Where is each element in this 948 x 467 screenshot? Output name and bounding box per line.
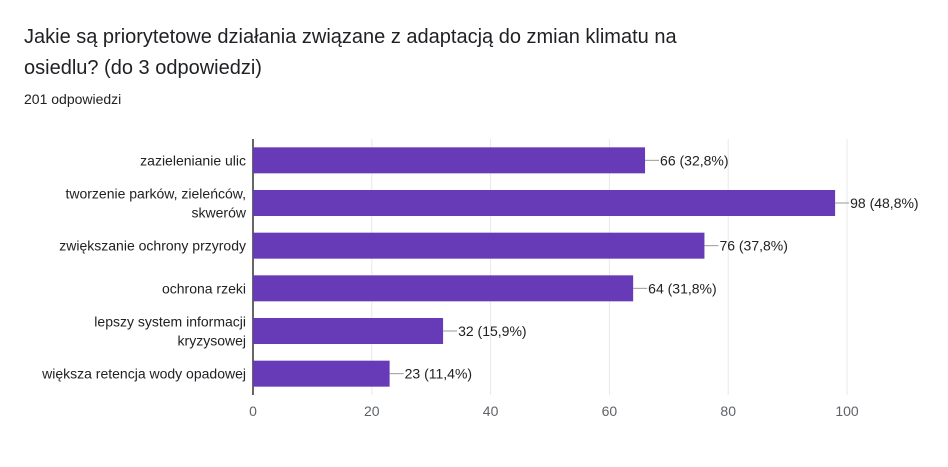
x-tick-label: 0 (249, 403, 257, 419)
data-label: 66 (32,8%) (660, 152, 728, 168)
x-tick-label: 100 (835, 403, 859, 419)
bar (253, 190, 836, 216)
bar (253, 318, 444, 344)
category-label: ochrona rzeki (162, 280, 246, 296)
category-labels: zazielenianie ulic tworzenie parków, ziel… (41, 152, 247, 381)
data-label: 23 (11,4%) (405, 366, 472, 382)
bar (253, 147, 646, 174)
bar (253, 360, 390, 387)
question-title: Jakie są priorytetowe działania związane… (24, 26, 677, 79)
bar (253, 232, 705, 259)
data-label: 98 (48,8%) (850, 195, 918, 211)
response-count: 201 odpowiedzi (24, 91, 122, 107)
x-tick-label: 60 (602, 403, 618, 419)
category-label: tworzenie parków, zieleńców, skwerów (65, 186, 246, 221)
x-axis-ticks: 0 20 40 60 80 100 (249, 403, 859, 419)
x-tick-label: 20 (364, 403, 380, 419)
category-label: większa retencja wody opadowej (41, 366, 246, 382)
data-label: 64 (31,8%) (648, 280, 716, 296)
category-label: lepszy system informacji kryzysowej (94, 314, 246, 349)
x-tick-label: 40 (483, 403, 499, 419)
data-label: 76 (37,8%) (719, 238, 787, 254)
category-label: zazielenianie ulic (140, 152, 246, 168)
bars: 66 (32,8%) 98 (48,8%) 76 (37,8%) 64 (31,8%)… (253, 147, 919, 387)
x-tick-label: 80 (720, 403, 736, 419)
bar (253, 275, 634, 302)
data-label: 32 (15,9%) (458, 323, 526, 339)
category-label: zwiększanie ochrony przyrody (59, 238, 246, 254)
grid-lines (252, 139, 848, 395)
